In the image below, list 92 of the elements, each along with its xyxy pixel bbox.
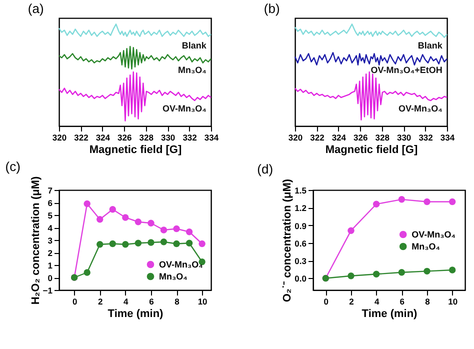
x-tick-label: 0 (324, 296, 329, 306)
point (173, 240, 180, 248)
y-tick-label: 0.3 (294, 256, 307, 266)
point (348, 227, 354, 234)
series-label: OV-Mn₃O₄ (162, 104, 206, 114)
x-tick-label: 2 (98, 296, 104, 306)
x-tick-label: 0 (72, 296, 78, 306)
series-label: Mn₃O₄ (178, 64, 206, 75)
legend-label: Mn₃O₄ (159, 272, 188, 282)
y-tick-label: 1 (48, 260, 53, 270)
series-label: OV-Mn₃O₄+EtOH (370, 64, 442, 75)
point (448, 198, 456, 206)
y-tick-label: 4 (48, 223, 53, 233)
x-tick-label: 6 (149, 296, 154, 306)
point (122, 214, 129, 221)
y-tick-label: 1.5 (294, 186, 307, 196)
x-tick-label: 324 (96, 132, 110, 142)
x-tick-label: 328 (139, 132, 154, 142)
x-axis-title: Time (min) (108, 308, 164, 320)
x-tick-label: 6 (400, 296, 405, 306)
point (109, 240, 116, 248)
x-tick-label: 322 (310, 132, 325, 142)
point (372, 200, 380, 208)
x-tick-label: 328 (375, 132, 390, 142)
point (186, 240, 193, 246)
point (96, 216, 104, 223)
point (160, 238, 168, 246)
y-tick-label: 0.9 (294, 220, 307, 231)
x-tick-label: 334 (204, 132, 219, 142)
y-axis-title: O₂˙⁻ concentration (μM) (282, 178, 294, 302)
point (109, 206, 116, 213)
point (424, 198, 430, 206)
x-tick-label: 320 (288, 132, 303, 142)
y-tick-label: 3 (48, 236, 53, 246)
x-tick-label: 330 (160, 132, 176, 142)
chart-title: (d) (257, 161, 274, 176)
x-tick-label: 2 (349, 296, 354, 306)
x-tick-label: 332 (418, 132, 434, 142)
y-tick-label: 1.2 (294, 203, 307, 214)
x-axis-title: Magnetic field [G] (325, 144, 418, 156)
x-tick-label: 324 (332, 132, 346, 142)
x-tick-label: 8 (174, 296, 180, 306)
series-label: OV-Mn₃O₄ (398, 104, 442, 114)
point (96, 241, 104, 248)
x-tick-label: 326 (118, 132, 132, 142)
x-tick-label: 330 (396, 132, 412, 142)
x-tick-label: 4 (374, 296, 380, 306)
series-label: Blank (182, 40, 208, 50)
x-tick-label: 8 (425, 296, 430, 306)
y-axis-title: H₂O₂ concentration (μM) (30, 176, 42, 305)
series-label: Blank (418, 40, 444, 50)
x-tick-label: 326 (354, 132, 368, 142)
legend-label: OV-Mn₃O₄ (412, 230, 456, 240)
point (148, 220, 154, 226)
point (122, 241, 129, 248)
point (148, 239, 154, 246)
x-axis-title: Magnetic field [G] (89, 144, 182, 156)
legend-label: Mn₃O₄ (412, 242, 440, 252)
point (134, 218, 142, 226)
x-tick-label: 4 (124, 296, 129, 306)
x-tick-label: 332 (182, 132, 198, 142)
x-axis-title: Time (min) (362, 308, 418, 320)
point (84, 200, 90, 208)
y-tick-label: 2 (48, 248, 53, 258)
point (134, 240, 142, 246)
y-tick-label: −1 (42, 286, 53, 296)
point (448, 266, 456, 274)
x-tick-label: 334 (440, 132, 455, 142)
point (398, 196, 406, 203)
point (173, 225, 180, 232)
point (198, 240, 206, 248)
y-tick-label: 5 (48, 210, 53, 220)
chart-title: (c) (5, 158, 20, 174)
y-tick-label: 0.6 (294, 238, 307, 248)
x-tick-label: 10 (198, 296, 208, 306)
x-tick-label: 10 (448, 296, 458, 306)
point (424, 268, 430, 275)
y-tick-label: 0.0 (294, 274, 307, 284)
y-tick-label: 7 (48, 186, 53, 196)
chart-title: (a) (28, 1, 44, 16)
y-tick-label: 6 (48, 198, 53, 208)
x-tick-label: 322 (74, 132, 89, 142)
point (372, 270, 380, 278)
point (160, 226, 168, 234)
legend-label: OV-Mn₃O₄ (159, 260, 203, 270)
point (398, 269, 406, 276)
point (348, 272, 354, 280)
x-tick-label: 320 (52, 132, 67, 142)
chart-title: (b) (264, 1, 280, 16)
point (84, 269, 90, 276)
y-tick-label: 0 (48, 273, 53, 283)
point (186, 228, 193, 236)
